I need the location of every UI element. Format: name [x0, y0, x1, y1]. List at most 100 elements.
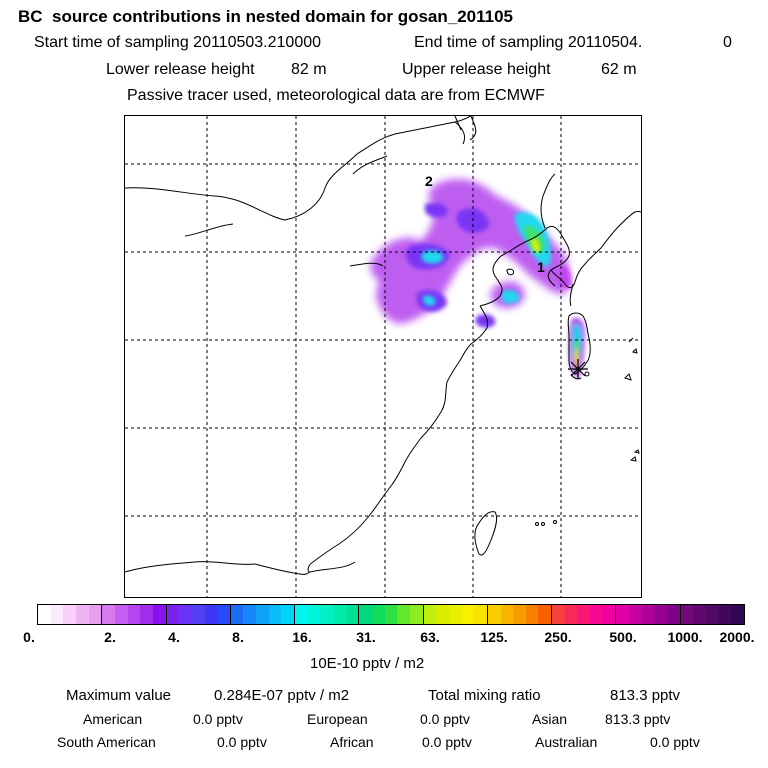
lower-height-label: Lower release height: [106, 61, 255, 78]
coastlines: [125, 116, 641, 575]
colorbar-swatch: [38, 605, 51, 624]
region-value: 0.0 pptv: [422, 734, 472, 750]
colorbar-swatch: [63, 605, 76, 624]
colorbar-swatch: [307, 605, 321, 624]
colorbar-tick: 8.: [232, 629, 244, 645]
colorbar-swatch: [371, 605, 385, 624]
colorbar-swatch: [423, 605, 437, 624]
colorbar-segment: [552, 605, 617, 624]
colorbar-segment: [38, 605, 103, 624]
lower-height-value: 82 m: [291, 61, 327, 78]
region-value: 0.0 pptv: [193, 711, 243, 727]
end-time-value: 0: [723, 34, 732, 51]
colorbar-swatch: [384, 605, 398, 624]
colorbar-segment: [680, 605, 744, 624]
colorbar-swatch: [204, 605, 218, 624]
colorbar-swatch: [114, 605, 128, 624]
colorbar-swatch: [166, 605, 180, 624]
total-mixing-label: Total mixing ratio: [428, 687, 541, 704]
colorbar-swatch: [474, 605, 487, 624]
colorbar-swatch: [191, 605, 205, 624]
colorbar-swatch: [718, 605, 732, 624]
colorbar-segment: [166, 605, 231, 624]
colorbar-swatch: [409, 605, 423, 624]
colorbar-tick: 250.: [544, 629, 572, 645]
region-value: 0.0 pptv: [650, 734, 700, 750]
region-name: American: [83, 711, 143, 727]
colorbar-swatch: [500, 605, 514, 624]
colorbar-tick: 4.: [168, 629, 180, 645]
colorbar-swatch: [75, 605, 89, 624]
region-value: 813.3 pptv: [605, 711, 671, 727]
colorbar-segment: [423, 605, 488, 624]
colorbar-swatch: [320, 605, 334, 624]
colorbar-tick: 0.: [23, 629, 35, 645]
colorbar-swatch: [436, 605, 449, 624]
colorbar-swatch: [333, 605, 346, 624]
colorbar-swatch: [590, 605, 603, 624]
colorbar: [37, 604, 745, 625]
colorbar-swatch: [152, 605, 166, 624]
colorbar-swatch: [616, 605, 630, 624]
colorbar-swatch: [295, 605, 308, 624]
colorbar-swatch: [693, 605, 706, 624]
end-time-label: End time of sampling 20110504.: [414, 34, 643, 51]
colorbar-swatch: [359, 605, 372, 624]
colorbar-tick: 63.: [420, 629, 440, 645]
colorbar-swatch: [487, 605, 501, 624]
colorbar-swatch: [680, 605, 694, 624]
region-value: 0.0 pptv: [217, 734, 267, 750]
colorbar-swatch: [179, 605, 192, 624]
colorbar-swatch: [538, 605, 552, 624]
colorbar-segment: [102, 605, 167, 624]
colorbar-swatch: [654, 605, 668, 624]
total-mixing-value: 813.3 pptv: [610, 687, 681, 704]
colorbar-swatch: [577, 605, 591, 624]
colorbar-swatch: [230, 605, 244, 624]
colorbar-swatch: [88, 605, 102, 624]
colorbar-swatch: [140, 605, 153, 624]
colorbar-segment: [359, 605, 424, 624]
lat-lon-grid: [125, 116, 641, 597]
region-name: Australian: [535, 734, 598, 750]
korea-plume: [569, 317, 585, 378]
region-name: European: [307, 711, 368, 727]
region-name: South American: [57, 734, 156, 750]
map-panel: 2 1: [124, 115, 642, 598]
colorbar-segment: [487, 605, 553, 624]
upper-height-label: Upper release height: [402, 61, 551, 78]
upper-height-value: 62 m: [601, 61, 637, 78]
plot-title: BC source contributions in nested domain…: [18, 7, 514, 26]
colorbar-swatch: [345, 605, 359, 624]
start-time-label: Start time of sampling 20110503.210000: [34, 34, 322, 51]
colorbar-swatch: [397, 605, 410, 624]
colorbar-tick: 16.: [292, 629, 312, 645]
colorbar-swatch: [731, 605, 744, 624]
colorbar-tick: 2.: [104, 629, 116, 645]
region-name: African: [330, 734, 374, 750]
colorbar-swatch: [281, 605, 295, 624]
colorbar-segment: [616, 605, 681, 624]
colorbar-swatch: [50, 605, 64, 624]
colorbar-swatch: [705, 605, 719, 624]
colorbar-swatch: [127, 605, 141, 624]
colorbar-tick: 31.: [356, 629, 376, 645]
colorbar-tick: 1000.: [667, 629, 703, 645]
point-label-2: 2: [425, 173, 433, 189]
colorbar-swatch: [513, 605, 526, 624]
colorbar-tick: 500.: [609, 629, 637, 645]
colorbar-swatch: [268, 605, 282, 624]
colorbar-swatch: [461, 605, 475, 624]
colorbar-segment: [230, 605, 296, 624]
islands: [535, 337, 640, 526]
concentration-plume: [370, 178, 585, 378]
map-canvas: 2 1: [125, 116, 641, 597]
colorbar-tick: 125.: [480, 629, 508, 645]
region-name: Asian: [532, 711, 568, 727]
tracer-note: Passive tracer used, meteorological data…: [127, 87, 545, 104]
point-label-1: 1: [537, 259, 545, 275]
max-value: 0.284E-07 pptv / m2: [214, 687, 350, 704]
max-value-label: Maximum value: [66, 687, 172, 704]
colorbar-tick: 2000.: [719, 629, 755, 645]
colorbar-swatch: [217, 605, 230, 624]
